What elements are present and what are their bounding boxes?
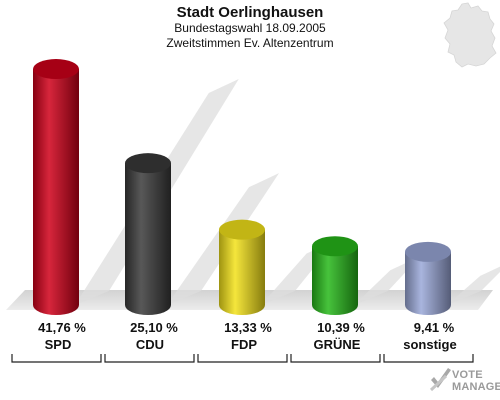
bar-spd	[33, 59, 79, 315]
bar-fdp	[219, 219, 265, 315]
category-label-cdu: CDU	[136, 337, 164, 352]
chart-subtitle-2: Zweitstimmen Ev. Altenzentrum	[166, 36, 334, 50]
bar-sonstige	[405, 241, 451, 315]
checkmark-icon	[429, 368, 451, 392]
germany-map-icon	[443, 2, 497, 68]
bracket-spd	[11, 354, 102, 363]
logo-line-2: MANAGER	[452, 381, 500, 393]
category-label-grne: GRÜNE	[314, 337, 361, 352]
logo-line-1: VOTE	[452, 369, 483, 381]
value-label-spd: 41,76 %	[38, 320, 86, 335]
bars	[33, 59, 451, 315]
value-label-grne: 10,39 %	[317, 320, 365, 335]
category-brackets	[11, 354, 474, 363]
bar-shadow-sonstige	[447, 266, 500, 305]
value-label-cdu: 25,10 %	[130, 320, 178, 335]
vote-manager-logo: VOTE MANAGER	[428, 366, 500, 398]
bracket-cdu	[104, 354, 195, 363]
category-label-fdp: FDP	[231, 337, 257, 352]
category-label-sonstige: sonstige	[403, 337, 456, 352]
bracket-fdp	[197, 354, 288, 363]
category-label-spd: SPD	[45, 337, 72, 352]
bar-shadow-grne	[354, 256, 421, 305]
chart-title: Stadt Oerlinghausen	[176, 4, 324, 21]
value-label-sonstige: 9,41 %	[414, 320, 455, 335]
bracket-grne	[290, 354, 381, 363]
value-label-fdp: 13,33 %	[224, 320, 272, 335]
bar-labels: 41,76 % SPD 25,10 % CDU 13,33 % FDP 10,39 % GRÜ…	[38, 320, 457, 352]
bar-grne	[312, 236, 358, 315]
bracket-sonstige	[383, 354, 474, 363]
chart-header: Stadt Oerlinghausen Bundestagswahl 18.09…	[0, 4, 500, 51]
chart-subtitle: Bundestagswahl 18.09.2005	[174, 21, 326, 35]
bar-cdu	[125, 153, 171, 315]
